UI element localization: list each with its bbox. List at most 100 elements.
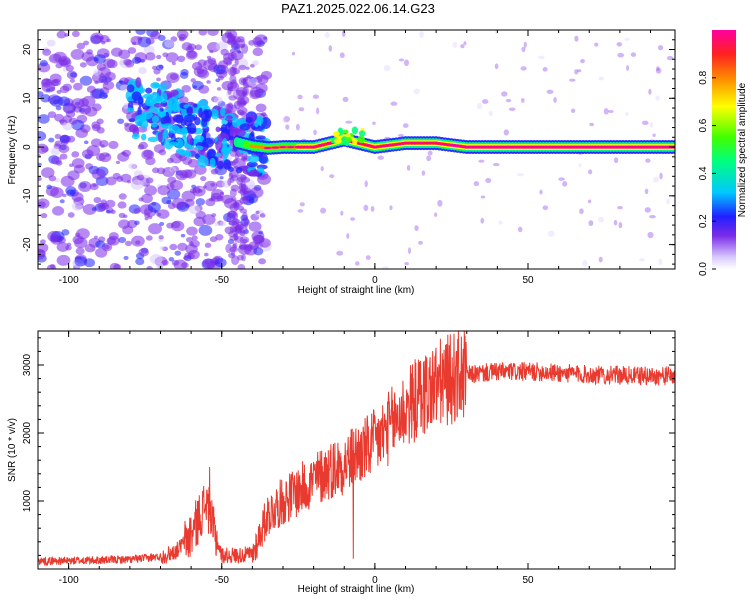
spectrogram-frame <box>37 29 676 270</box>
spectrogram-cell <box>168 257 175 262</box>
spectrogram-cell <box>38 114 50 124</box>
spectrogram-cell <box>654 145 663 149</box>
spectrogram-cell <box>132 165 138 169</box>
spectrogram-cell <box>255 210 260 215</box>
spectrogram-cell <box>143 93 154 99</box>
spectrogram-cell <box>299 202 305 207</box>
spectrogram-cell <box>617 206 623 210</box>
spectrogram-cell <box>437 199 443 207</box>
spectrogram-cell <box>191 80 204 91</box>
spectrogram-cell <box>214 222 220 227</box>
spectrogram-cell <box>145 87 153 94</box>
spectrogram-cell <box>76 42 86 50</box>
spectrogram-cell <box>177 242 188 252</box>
spectrogram-cell <box>246 75 251 79</box>
spectrogram-cell <box>283 115 290 123</box>
spectrogram-cell <box>350 217 356 221</box>
spectrogram-cell <box>199 186 204 190</box>
spectrogram-cell <box>649 122 654 128</box>
spectrogram-cell <box>546 145 555 149</box>
spectrogram-cell <box>317 144 326 147</box>
spectrogram-cell <box>232 36 241 44</box>
spectrogram-cell <box>190 239 200 248</box>
spectrogram-x-tick-label: -50 <box>215 275 230 286</box>
spectrogram-cell <box>166 72 180 84</box>
spectrogram-cell <box>233 159 239 164</box>
spectrogram-cell <box>538 55 545 60</box>
spectrogram-cell <box>517 173 524 177</box>
spectrogram-cell <box>198 224 213 236</box>
spectrogram-cell <box>138 141 148 150</box>
spectrogram-cell <box>214 256 221 262</box>
spectrogram-cell <box>558 177 565 181</box>
spectrogram-cell <box>588 169 593 175</box>
spectrogram-cell <box>600 145 609 149</box>
spectrogram-cell <box>569 78 576 82</box>
spectrogram-cell <box>131 133 140 140</box>
spectrogram-cell <box>562 145 571 149</box>
spectrogram-cell <box>138 248 149 257</box>
spectrogram-cell <box>174 138 184 149</box>
spectrogram-cell <box>133 207 141 214</box>
spectrogram-cell <box>228 135 234 141</box>
spectrogram-cell <box>188 30 195 33</box>
spectrogram-cell <box>494 63 499 70</box>
spectrogram-cell <box>372 121 376 125</box>
spectrogram-cell <box>126 84 135 93</box>
spectrogram-cell <box>672 117 675 124</box>
spectrogram-cell <box>579 208 584 215</box>
spectrogram-cell <box>176 128 189 135</box>
spectrogram-cell <box>413 88 420 95</box>
spectrogram-cell <box>126 107 134 113</box>
spectrogram-cell <box>173 259 187 269</box>
spectrogram-cell <box>237 50 242 54</box>
spectrogram-cell <box>455 144 464 148</box>
spectrogram-cell <box>406 164 411 171</box>
spectrogram-cell <box>165 52 179 63</box>
spectrogram-cell <box>239 123 251 131</box>
spectrogram-cell <box>118 212 126 219</box>
spectrogram-cell <box>186 236 193 243</box>
spectrogram-cell <box>179 173 187 179</box>
spectrogram-cell <box>206 55 212 60</box>
spectrogram-cell <box>74 256 88 267</box>
spectrogram-cell <box>324 32 330 39</box>
spectrogram-cell <box>258 153 269 164</box>
spectrogram-cell <box>209 49 214 54</box>
spectrogram-cell <box>485 177 492 184</box>
spectrogram-cell <box>631 145 640 149</box>
spectrogram-cell <box>186 133 193 145</box>
spectrogram-cell <box>190 78 196 83</box>
spectrogram-cell <box>463 41 467 46</box>
spectrogram-cell <box>271 146 280 149</box>
spectrogram-cell <box>241 43 249 54</box>
spectrogram-cell <box>205 109 213 119</box>
spectrogram-y-tick-label: 0 <box>22 144 33 150</box>
spectrogram-cell <box>452 41 458 48</box>
spectrogram-cell <box>378 144 387 148</box>
spectrogram-cell <box>345 120 353 124</box>
spectrogram-cell <box>613 157 619 164</box>
spectrogram-cell <box>546 89 554 94</box>
spectrogram-cell <box>203 59 218 71</box>
spectrogram-cell <box>649 214 656 219</box>
spectrogram-cell <box>291 51 296 56</box>
spectrogram-cell <box>105 176 117 186</box>
spectrogram-cell <box>365 255 371 260</box>
spectrogram-cell <box>171 198 186 209</box>
spectrogram-cell <box>227 51 237 61</box>
spectrogram-cell <box>644 188 649 195</box>
spectrogram-cell <box>147 136 159 143</box>
spectrogram-cell <box>626 65 630 71</box>
spectrogram-cell <box>397 133 405 137</box>
spectrogram-cell <box>41 167 55 178</box>
spectrogram-cell <box>202 214 216 225</box>
spectrogram-cell <box>83 140 89 145</box>
spectrogram-cell <box>166 157 174 164</box>
spectrogram-cell <box>585 145 594 149</box>
spectrogram-cell <box>577 145 586 149</box>
spectrogram-cell <box>238 183 249 193</box>
spectrogram-cell <box>294 145 303 149</box>
spectrogram-cell <box>659 172 663 180</box>
